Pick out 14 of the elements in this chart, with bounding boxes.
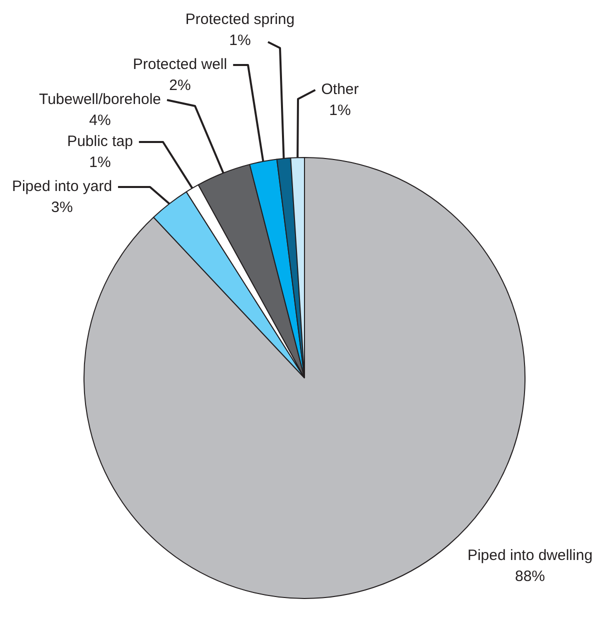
data-label: 2% bbox=[169, 77, 191, 94]
slice-label: Public tap bbox=[67, 133, 133, 150]
data-label: 88% bbox=[514, 568, 546, 586]
data-label: 1% bbox=[329, 102, 351, 120]
slice-label: Piped into yard bbox=[12, 178, 112, 196]
slice-label: Protected spring bbox=[185, 11, 295, 28]
data-label: 3% bbox=[51, 199, 73, 216]
slice-label: Protected well bbox=[132, 56, 228, 74]
data-label: 1% bbox=[89, 154, 111, 172]
slice-label: Tubewell/borehole bbox=[38, 91, 162, 108]
slice-label: Piped into dwelling bbox=[467, 547, 593, 564]
data-label: 4% bbox=[89, 112, 111, 130]
data-label: 1% bbox=[229, 32, 251, 50]
slice-label: Other bbox=[321, 81, 359, 98]
